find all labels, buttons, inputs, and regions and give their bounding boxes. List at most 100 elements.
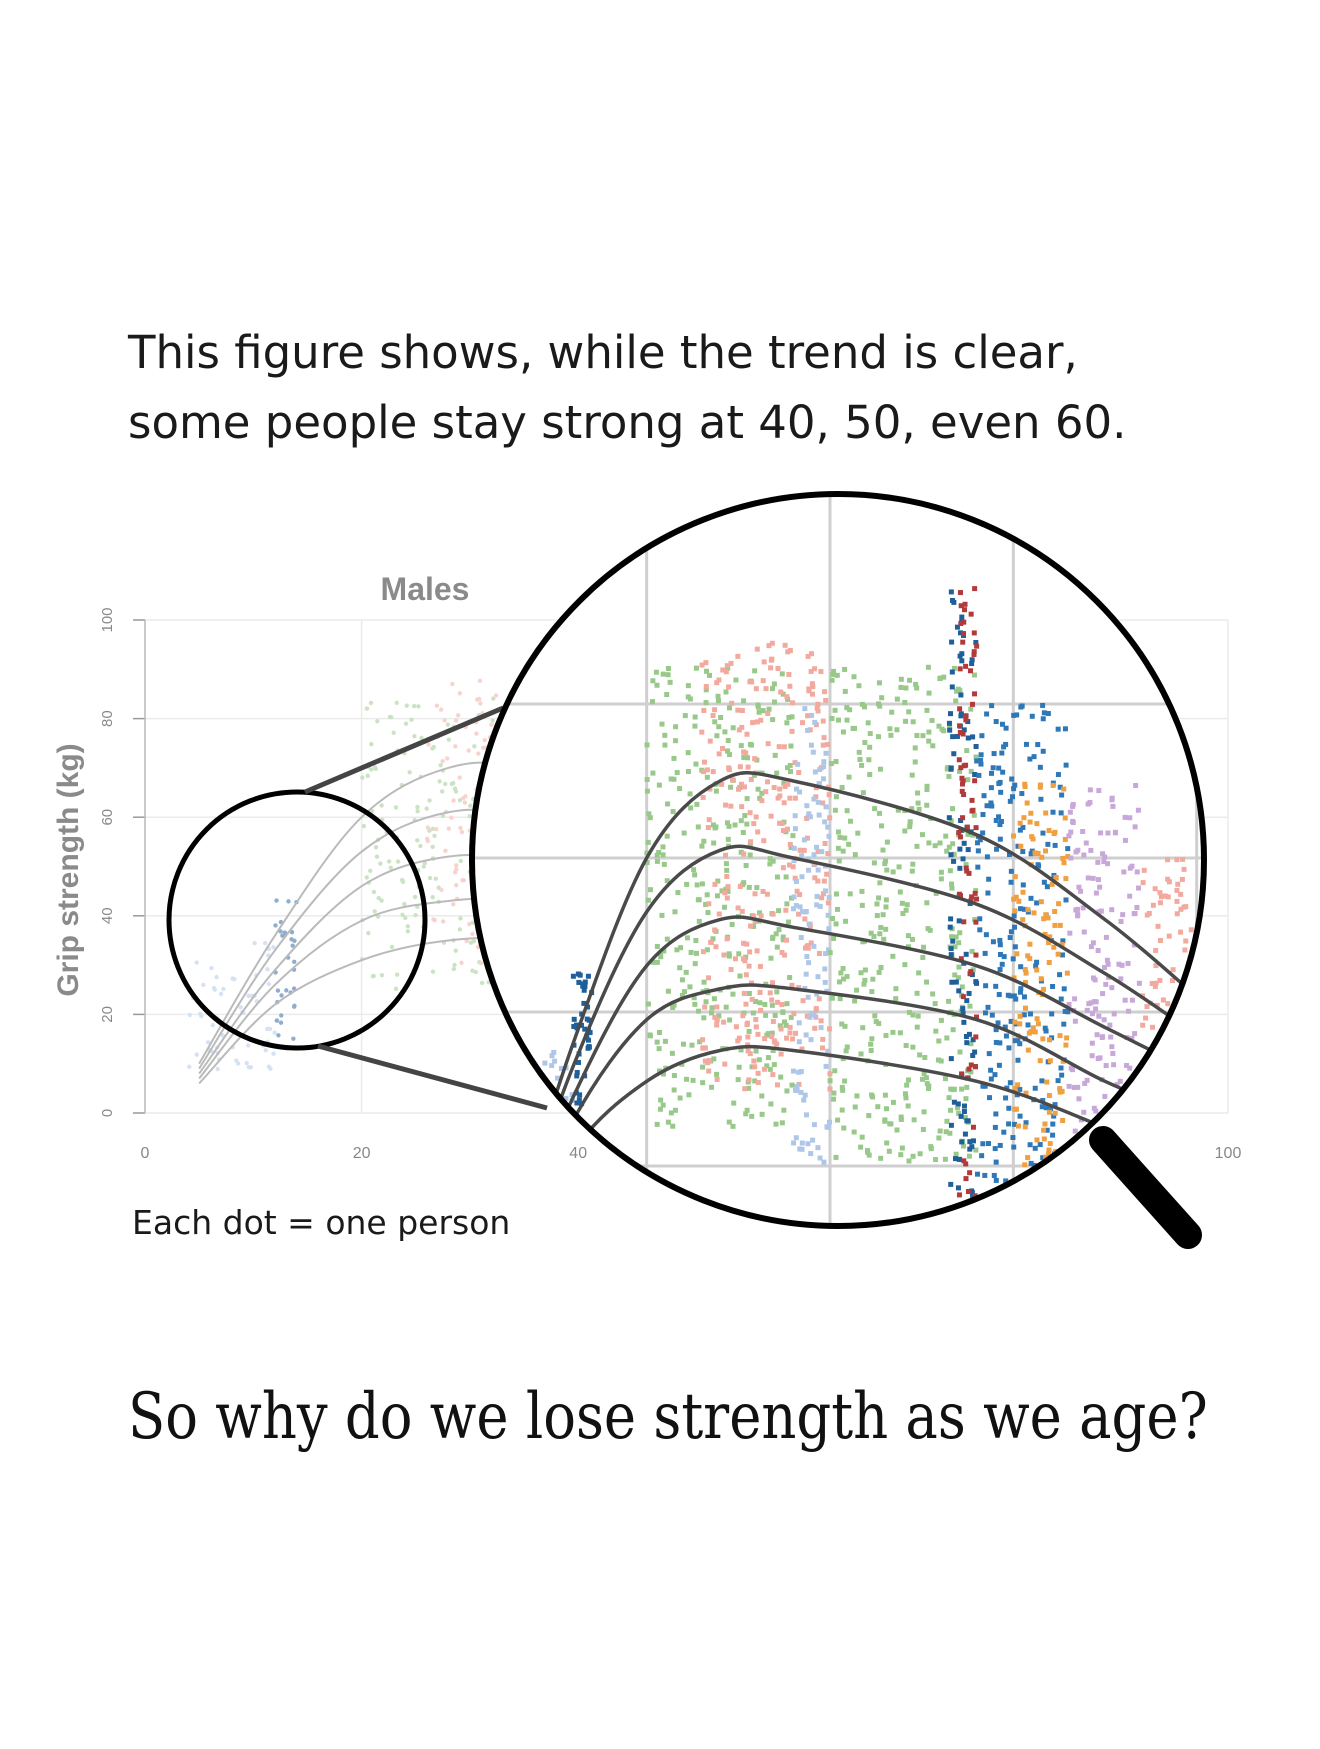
magnified-data-point	[967, 1241, 972, 1246]
magnified-data-point	[700, 1037, 706, 1043]
magnified-data-point	[803, 971, 809, 977]
magnified-data-point	[970, 1053, 976, 1059]
magnified-data-point	[694, 882, 700, 888]
magnified-data-point	[904, 1082, 910, 1088]
magnified-data-point	[807, 924, 813, 930]
magnified-data-point	[826, 833, 832, 839]
data-point	[194, 960, 199, 965]
data-point	[476, 751, 481, 756]
magnified-data-point	[1129, 997, 1135, 1003]
magnified-data-point	[559, 1203, 565, 1209]
magnified-data-point	[949, 934, 955, 940]
magnified-data-point	[1131, 1272, 1136, 1277]
magnified-data-point	[701, 1015, 707, 1021]
magnified-data-point	[704, 767, 710, 773]
magnified-data-point	[574, 1100, 580, 1106]
data-point	[290, 943, 295, 948]
magnified-data-point	[960, 639, 966, 645]
magnified-data-point	[906, 709, 912, 715]
magnified-data-point	[965, 1225, 971, 1226]
data-point	[409, 717, 414, 722]
magnified-data-point	[523, 1125, 529, 1131]
magnified-data-point	[1072, 996, 1078, 1002]
magnified-data-point	[910, 1153, 916, 1159]
magnified-data-point	[715, 878, 721, 884]
magnified-data-point	[749, 1113, 755, 1119]
magnified-data-point	[1119, 962, 1125, 968]
magnified-data-point	[956, 940, 962, 946]
magnified-data-point	[1050, 782, 1056, 788]
magnified-data-point	[693, 665, 699, 671]
magnified-data-point	[914, 1024, 920, 1030]
magnified-data-point	[706, 1068, 712, 1074]
magnified-data-point	[773, 931, 779, 937]
data-point	[418, 843, 423, 849]
data-point	[444, 756, 450, 761]
magnified-data-point	[828, 761, 834, 767]
magnified-data-point	[880, 912, 886, 918]
data-point	[375, 719, 380, 724]
magnified-data-point	[654, 1039, 660, 1045]
magnified-data-point	[1035, 1193, 1041, 1199]
magnified-data-point	[754, 948, 760, 954]
magnified-data-point	[991, 751, 997, 757]
magnified-data-point	[1149, 981, 1155, 987]
magnified-data-point	[963, 1033, 969, 1039]
magnified-data-point	[1031, 910, 1037, 916]
magnified-data-point	[1020, 1193, 1026, 1199]
magnified-data-point	[781, 780, 787, 786]
magnified-data-point	[915, 800, 921, 806]
magnified-data-point	[723, 1004, 729, 1010]
data-point	[458, 825, 463, 831]
magnified-data-point	[991, 1172, 997, 1178]
data-point	[415, 804, 420, 810]
magnified-data-point	[1050, 1162, 1056, 1168]
magnified-data-point	[1184, 1191, 1190, 1197]
magnified-data-point	[987, 1095, 993, 1101]
magnified-data-point	[1064, 1264, 1069, 1269]
magnified-data-point	[827, 815, 833, 821]
magnified-data-point	[884, 1140, 890, 1146]
magnified-data-point	[852, 998, 858, 1004]
magnified-data-point	[677, 786, 683, 792]
magnified-data-point	[755, 704, 761, 710]
data-point	[378, 861, 383, 866]
magnified-data-point	[755, 1070, 761, 1076]
magnified-data-point	[801, 837, 807, 843]
magnified-data-point	[1123, 1106, 1129, 1112]
magnified-data-point	[817, 767, 823, 773]
magnified-data-point	[854, 987, 860, 993]
magnified-data-point	[926, 729, 932, 735]
magnified-data-point	[728, 660, 734, 666]
data-point	[425, 838, 430, 844]
magnified-data-point	[736, 1035, 742, 1041]
magnified-data-point	[963, 862, 969, 868]
magnified-data-point	[1019, 703, 1025, 709]
data-point	[453, 744, 458, 749]
magnified-data-point	[960, 1246, 965, 1251]
magnified-data-point	[993, 1177, 999, 1183]
data-point	[405, 924, 410, 929]
magnified-data-point	[974, 896, 980, 902]
magnified-data-point	[858, 1144, 864, 1150]
magnified-data-point	[993, 1159, 999, 1165]
magnified-data-point	[799, 874, 805, 880]
magnified-data-point	[809, 1011, 815, 1017]
magnified-data-point	[989, 1012, 995, 1018]
magnified-data-point	[503, 1149, 509, 1155]
magnified-data-point	[1046, 1147, 1052, 1153]
magnified-data-point	[1098, 1203, 1104, 1209]
magnified-data-point	[752, 668, 758, 674]
magnified-data-point	[756, 709, 762, 715]
magnified-data-point	[743, 750, 749, 756]
magnified-data-point	[801, 1097, 807, 1103]
data-point	[246, 1064, 252, 1070]
data-point	[453, 789, 459, 794]
magnified-data-point	[1009, 1263, 1014, 1268]
magnified-data-point	[818, 1025, 824, 1031]
magnified-data-point	[802, 1092, 808, 1098]
magnified-data-point	[716, 1013, 722, 1019]
magnified-data-point	[1074, 1206, 1080, 1212]
magnified-data-point	[1095, 1223, 1101, 1226]
magnified-data-point	[1002, 1024, 1008, 1030]
